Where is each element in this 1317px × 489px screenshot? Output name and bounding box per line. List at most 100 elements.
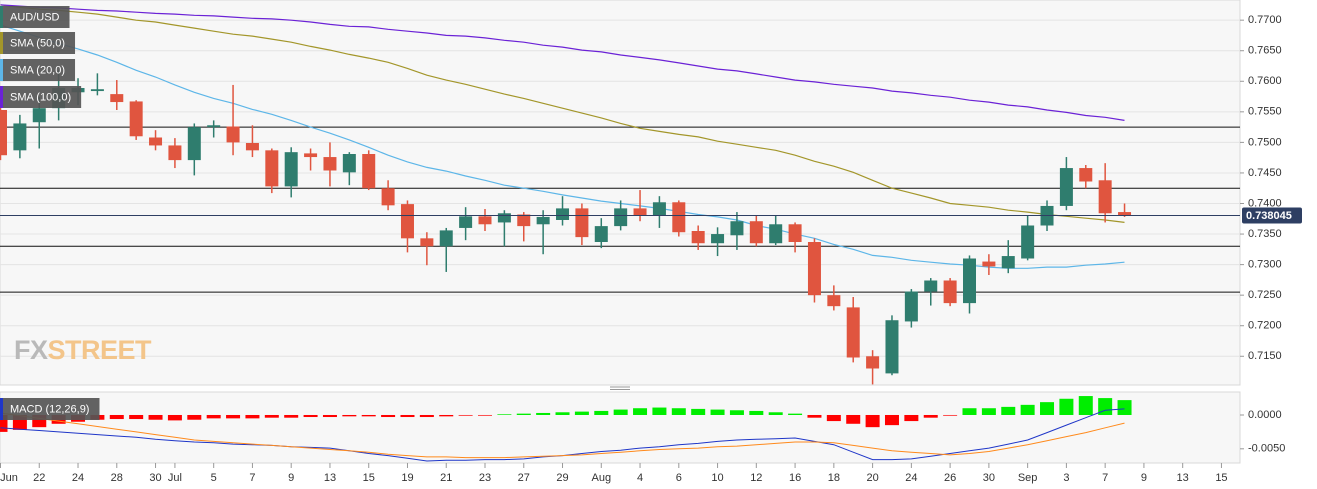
candle-body (672, 202, 686, 233)
x-tick-label: 18 (828, 472, 840, 484)
legend-swatch (0, 86, 3, 108)
legend-swatch (0, 6, 3, 28)
histogram-bar (981, 408, 996, 415)
x-tick-label: 22 (33, 472, 45, 484)
y-tick-label: -0.0050 (1248, 443, 1285, 455)
histogram-bar (555, 412, 570, 415)
legend-box (0, 86, 82, 108)
candle-body (982, 261, 996, 267)
histogram-bar (788, 413, 803, 415)
candle-body (362, 154, 376, 189)
x-tick-label: Jun (0, 472, 18, 484)
x-tick-label: 28 (111, 472, 123, 484)
x-tick-label: 15 (1215, 472, 1227, 484)
histogram-bar (710, 409, 725, 415)
histogram-bar (439, 414, 454, 417)
candle-body (0, 110, 7, 156)
histogram-bar (361, 414, 376, 417)
x-tick-label: 30 (983, 472, 995, 484)
sma-line (0, 24, 1125, 269)
candle-body (90, 89, 104, 92)
histogram-bar (478, 414, 492, 416)
candle-body (342, 154, 356, 173)
candle-body (1059, 168, 1073, 206)
x-tick-label: 4 (637, 472, 643, 484)
candle-body (129, 101, 143, 137)
histogram-bar (322, 414, 337, 418)
histogram-bar (594, 410, 609, 415)
x-tick-label: 29 (556, 472, 568, 484)
x-tick-label: 12 (750, 472, 762, 484)
y-tick-label: 0.7650 (1248, 45, 1282, 57)
watermark: FXSTREET (14, 335, 152, 365)
candle-body (439, 230, 453, 247)
candle-body (187, 127, 201, 161)
histogram-bar (807, 414, 822, 418)
x-tick-label: 19 (401, 472, 413, 484)
histogram-bar (497, 414, 512, 415)
candle-body (691, 231, 705, 244)
candle-body (517, 214, 531, 227)
candle-body (866, 356, 880, 369)
main-plot: FXSTREET (0, 4, 1240, 385)
panel-resize-handle[interactable] (610, 386, 630, 390)
y-tick-label: 0.7550 (1248, 106, 1282, 118)
histogram-bar (0, 414, 8, 432)
legend-swatch (0, 59, 3, 81)
histogram-bar (691, 408, 706, 415)
y-tick-label: 0.0000 (1248, 409, 1282, 421)
histogram-bar (846, 414, 861, 424)
x-tick-label: 13 (324, 472, 336, 484)
candle-body (323, 157, 337, 171)
candle-body (575, 208, 589, 238)
legend-label: AUD/USD (10, 11, 60, 23)
x-tick-label: 3 (1063, 472, 1069, 484)
histogram-bar (904, 414, 919, 422)
histogram-bar (865, 414, 880, 428)
legend-box (0, 6, 70, 28)
candle-body (304, 153, 318, 158)
histogram-bar (1059, 398, 1074, 415)
x-tick-label: 9 (1141, 472, 1147, 484)
candle-body (807, 242, 821, 296)
histogram-bar (884, 414, 899, 426)
candle-body (594, 226, 608, 242)
candle-body (827, 295, 841, 307)
candle-body (1098, 180, 1112, 214)
legend-swatch (0, 32, 3, 54)
histogram-bar (574, 411, 589, 415)
candle-body (769, 224, 783, 244)
main-panel (0, 0, 1241, 386)
last-price-tag (1242, 207, 1302, 224)
x-tick-label: 9 (288, 472, 294, 484)
x-tick-label: 16 (789, 472, 801, 484)
candle-body (614, 208, 628, 227)
candle-body (32, 108, 46, 123)
candle-body (749, 221, 763, 244)
candle-body (478, 216, 492, 225)
histogram-bar (226, 414, 241, 419)
legend-box (0, 59, 76, 81)
x-tick-label: 5 (211, 472, 217, 484)
histogram-bar (303, 414, 318, 418)
candle-body (245, 143, 259, 151)
legend-item: MACD (12,26,9) (0, 398, 100, 420)
y-tick-label: 0.7600 (1248, 75, 1282, 87)
watermark-street: STREET (48, 335, 153, 365)
x-tick-label: 6 (676, 472, 682, 484)
candle-body (943, 280, 957, 304)
x-tick-label: 23 (479, 472, 491, 484)
x-tick-label: 20 (866, 472, 878, 484)
candle-body (730, 221, 744, 236)
y-tick-label: 0.7150 (1248, 350, 1282, 362)
y-tick-label: 0.7350 (1248, 228, 1282, 240)
overlay: 0.7150 0.7200 0.7250 0.7300 0.7350 0.7400 0.74… (0, 6, 1302, 484)
histogram-bar (419, 414, 434, 418)
x-tick-label: Jul (168, 472, 182, 484)
candle-body (168, 145, 182, 161)
candle-body (284, 152, 298, 187)
histogram-bar (245, 414, 260, 419)
histogram-bar (729, 410, 744, 415)
